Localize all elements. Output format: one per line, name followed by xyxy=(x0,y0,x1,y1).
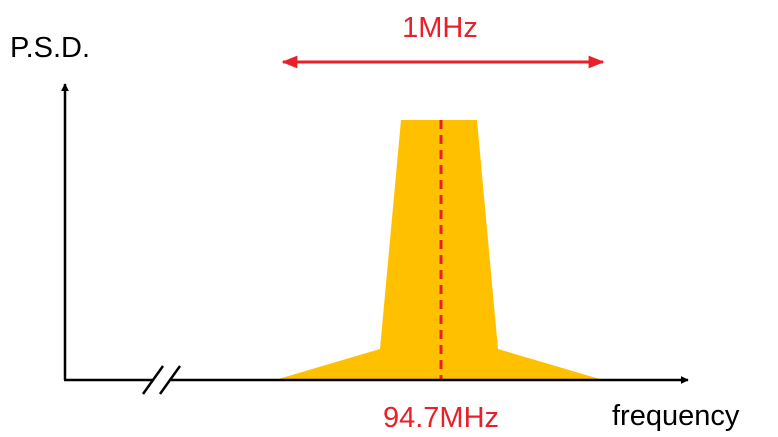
y-axis-label: P.S.D. xyxy=(10,32,90,64)
axis-break-mark xyxy=(141,365,182,395)
bandwidth-label: 1MHz xyxy=(402,12,478,44)
spectrum-shape xyxy=(275,120,603,380)
center-frequency-label: 94.7MHz xyxy=(383,402,499,434)
x-axis-label: frequency xyxy=(612,400,740,432)
